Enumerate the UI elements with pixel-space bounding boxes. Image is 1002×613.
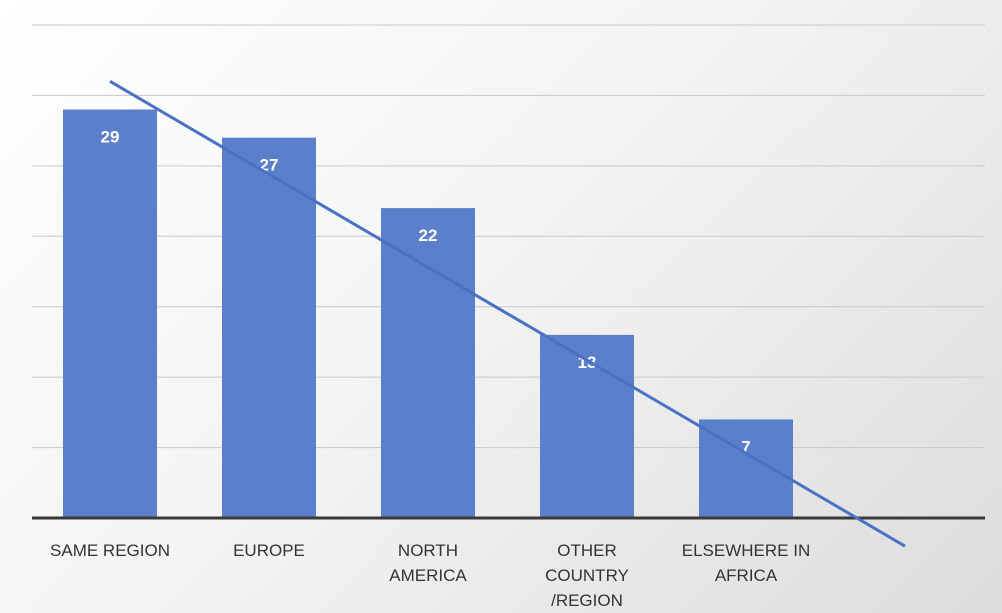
category-label-line: OTHER — [557, 541, 617, 560]
bar-value-label: 7 — [741, 437, 750, 456]
category-label-line: COUNTRY — [545, 566, 629, 585]
bar — [63, 109, 157, 518]
category-label-line: EUROPE — [233, 541, 305, 560]
category-label: NORTH AMERICA — [389, 541, 467, 585]
category-label-line: NORTH — [398, 541, 458, 560]
trendline-path — [109, 80, 906, 548]
category-label: EUROPE — [233, 541, 305, 560]
trendline — [109, 80, 906, 548]
bar — [540, 334, 634, 518]
category-label-line: /REGION — [551, 591, 623, 610]
category-label: ELSEWHERE IN AFRICA — [682, 541, 810, 585]
category-label: SAME REGION — [50, 541, 170, 560]
bar — [381, 208, 475, 518]
bar-value-label: 22 — [419, 226, 438, 245]
category-label-line: AMERICA — [389, 566, 467, 585]
category-labels: SAME REGION EUROPE NORTH AMERICA OTHER COUNTR… — [50, 541, 810, 610]
category-label: OTHER COUNTRY/REGION — [545, 541, 629, 610]
category-label-line: ELSEWHERE IN — [682, 541, 810, 560]
bar — [222, 137, 316, 518]
category-label-line: AFRICA — [715, 566, 778, 585]
bar-value-label: 29 — [101, 128, 120, 147]
category-label-line: SAME REGION — [50, 541, 170, 560]
grid — [32, 24, 985, 449]
